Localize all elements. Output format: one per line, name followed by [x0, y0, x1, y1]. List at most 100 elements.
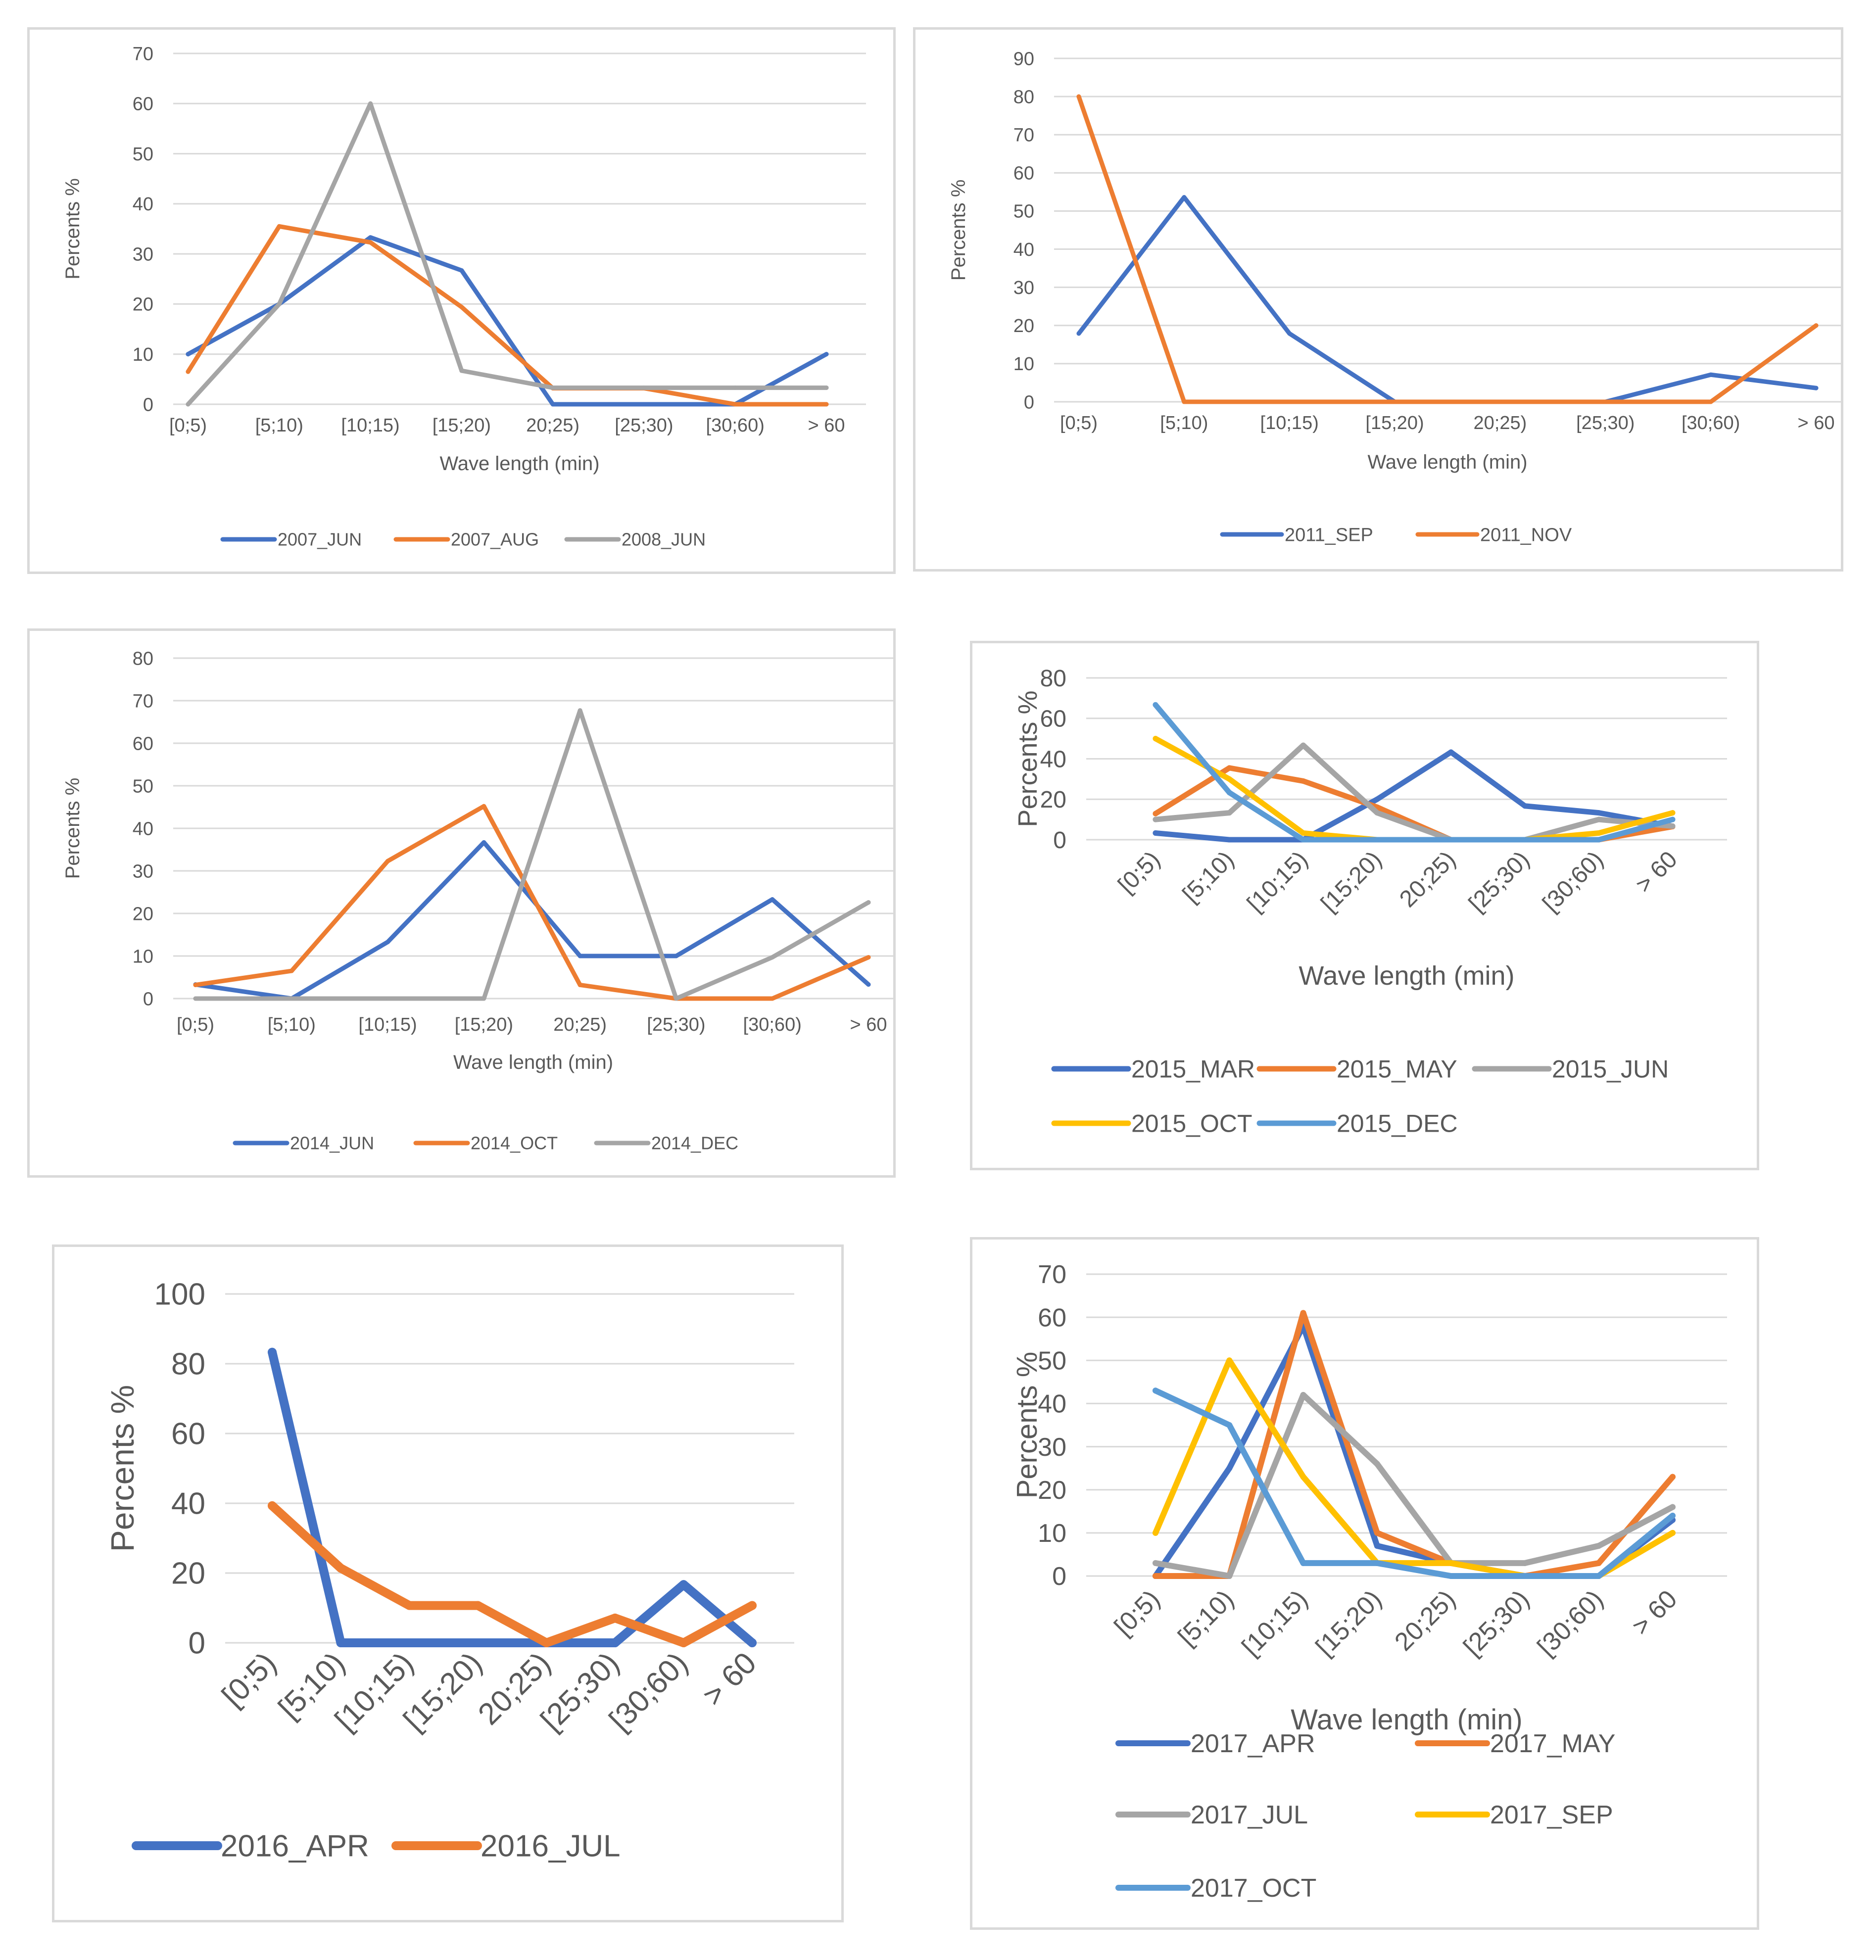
legend-label-2017-oct: 2017_OCT [1191, 1874, 1316, 1903]
data-point-2014-jun [577, 954, 582, 958]
x-tick-label: [25;30) [647, 1014, 705, 1035]
data-point-2015-may [1226, 765, 1232, 771]
data-point-2017-jul [1595, 1543, 1602, 1549]
data-point-2011-nov [1497, 399, 1502, 404]
data-point-2016-jul [336, 1564, 345, 1573]
x-tick-label: [15;20) [1365, 413, 1424, 433]
data-point-2015-oct [1670, 810, 1676, 816]
data-point-2007-aug [277, 224, 282, 229]
data-point-2015-mar [1596, 810, 1602, 816]
y-tick-label: 20 [1013, 316, 1034, 336]
y-tick-label: 60 [1013, 163, 1034, 184]
x-axis-title: Wave length (min) [439, 453, 599, 475]
x-tick-label: 20;25) [526, 415, 579, 436]
x-tick-label: [10;15) [1242, 846, 1313, 917]
legend-label-2015-dec: 2015_DEC [1337, 1110, 1458, 1138]
line-chart-2007-2008: 0 10 20 30 40 50 60 70 [0;5) [5;10) [10;15) [15;20)… [62, 44, 866, 550]
y-tick-label: 60 [1038, 1303, 1066, 1332]
data-point-2017-may [1670, 1474, 1676, 1480]
y-tick-label: 10 [133, 344, 153, 365]
y-tick-label: 30 [133, 244, 153, 265]
series-line-2017-may [1153, 1310, 1676, 1579]
x-tick-label: [30;60) [1532, 1584, 1609, 1661]
data-point-2016-jul [679, 1638, 688, 1647]
y-tick-label: 60 [133, 733, 153, 754]
series-line-2016-jul [268, 1501, 757, 1647]
data-point-2017-oct [1300, 1560, 1306, 1566]
x-tick-label: [10;15) [341, 415, 399, 436]
data-point-2014-jun [866, 982, 871, 987]
data-point-2015-oct [1153, 736, 1158, 742]
data-point-2007-jun [824, 352, 829, 357]
series-line-2014-oct [193, 804, 871, 1001]
data-point-2007-jun [550, 402, 555, 407]
x-tick-label: [5;10) [268, 1014, 316, 1035]
data-point-2015-mar [1522, 803, 1528, 809]
data-point-2014-dec [770, 955, 775, 960]
x-axis-title: Wave length (min) [453, 1052, 613, 1073]
data-point-2008-jun [459, 368, 464, 373]
legend-label-2014-dec: 2014_DEC [651, 1133, 738, 1153]
x-tick-label: [0;5) [1109, 1584, 1166, 1641]
data-point-2014-dec [866, 900, 871, 905]
data-point-2016-apr [473, 1638, 482, 1647]
y-tick-label: 70 [1038, 1260, 1066, 1289]
x-tick-label: [15;20) [1316, 846, 1387, 917]
series-line-2015-mar [1153, 749, 1676, 843]
x-tick-label: 20;25) [1389, 1584, 1461, 1656]
data-point-2014-oct [866, 955, 871, 960]
data-point-2015-mar [1153, 830, 1158, 836]
x-tick-label: [30;60) [603, 1646, 694, 1737]
y-tick-label: 40 [1038, 1390, 1066, 1419]
data-point-2016-apr [748, 1638, 757, 1647]
x-tick-label: 20;25) [1395, 846, 1461, 912]
y-tick-label: 70 [133, 44, 153, 64]
data-point-2011-sep [1708, 372, 1713, 377]
data-point-2017-may [1153, 1573, 1158, 1579]
data-point-2017-sep [1448, 1560, 1454, 1566]
data-point-2016-jul [610, 1613, 620, 1623]
line-chart-2016: 020406080100[0;5)[5;10)[10;15)[15;20)20;… [104, 1278, 794, 1864]
y-axis-title: Percents % [104, 1385, 141, 1552]
y-tick-label: 50 [133, 776, 153, 797]
data-point-2011-nov [1287, 399, 1292, 404]
data-point-2017-sep [1300, 1474, 1306, 1480]
series-line-2008-jun [186, 101, 829, 407]
data-point-2007-jun [459, 268, 464, 273]
data-point-2011-sep [1182, 195, 1187, 200]
data-point-2017-sep [1153, 1530, 1158, 1536]
data-point-2017-oct [1670, 1513, 1676, 1519]
y-tick-label: 0 [1052, 1562, 1066, 1591]
x-tick-label: [25;30) [1576, 413, 1635, 433]
data-point-2015-jun [1374, 810, 1380, 816]
chart-panel-2011: 0 10 20 30 40 50 60 70 80 90 [0;5) [5;10) [10;15) [15… [913, 27, 1843, 572]
y-tick-label: 20 [1038, 1476, 1066, 1505]
y-tick-label: 50 [1013, 201, 1034, 222]
data-point-2014-dec [673, 996, 678, 1001]
data-point-2007-jun [641, 402, 646, 407]
x-tick-label: [30;60) [743, 1014, 802, 1035]
data-point-2011-nov [1076, 94, 1081, 99]
data-point-2014-oct [577, 982, 582, 987]
data-point-2015-mar [1374, 796, 1380, 802]
data-point-2017-apr [1374, 1543, 1380, 1549]
data-point-2016-apr [610, 1638, 620, 1647]
x-tick-label: [25;30) [615, 415, 673, 436]
data-point-2007-aug [368, 240, 373, 245]
legend-label-2017-jul: 2017_JUL [1191, 1801, 1308, 1829]
y-tick-label: 20 [171, 1557, 205, 1591]
x-tick-label: > 60 [1627, 1584, 1683, 1641]
data-point-2015-jun [1300, 742, 1306, 748]
x-tick-label: 20;25) [1474, 413, 1527, 433]
data-point-2008-jun [733, 385, 738, 390]
data-point-2015-oct [1300, 830, 1306, 836]
legend-label-2017-sep: 2017_SEP [1490, 1801, 1613, 1829]
data-point-2014-dec [481, 996, 486, 1001]
data-point-2015-oct [1226, 776, 1232, 782]
data-point-2017-oct [1448, 1573, 1454, 1579]
y-tick-label: 0 [143, 394, 153, 415]
series-line-2017-jul [1153, 1392, 1676, 1579]
data-point-2015-jun [1596, 816, 1602, 822]
data-point-2015-dec [1226, 790, 1232, 796]
y-tick-label: 70 [1013, 125, 1034, 146]
